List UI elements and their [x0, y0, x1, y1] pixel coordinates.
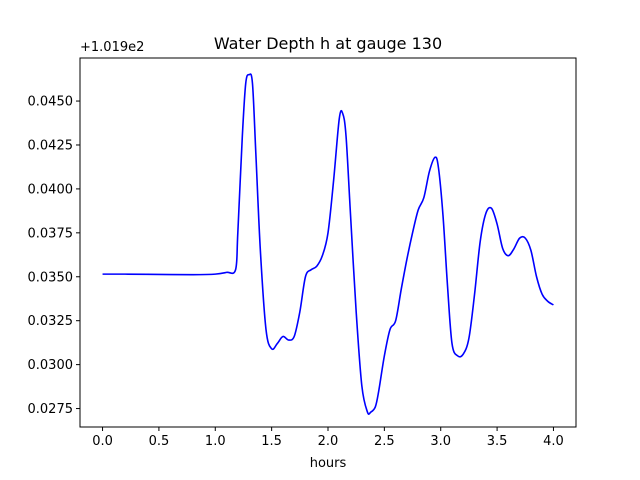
x-axis-label: hours — [310, 456, 347, 471]
x-tick-label: 0.5 — [149, 434, 170, 449]
y-tick-label: 0.0300 — [28, 358, 74, 373]
y-tick-label: 0.0450 — [28, 95, 74, 110]
x-tick-label: 2.5 — [374, 434, 395, 449]
chart-title: Water Depth h at gauge 130 — [214, 34, 442, 53]
y-tick-label: 0.0350 — [28, 270, 74, 285]
x-tick-label: 0.0 — [92, 434, 113, 449]
y-tick-label: 0.0275 — [28, 402, 74, 417]
y-tick-label: 0.0400 — [28, 182, 74, 197]
y-tick-label: 0.0375 — [28, 226, 74, 241]
y-tick-label: 0.0425 — [28, 138, 74, 153]
x-tick-label: 3.5 — [487, 434, 508, 449]
data-series-line — [102, 73, 554, 416]
x-ticks: 0.0 0.5 1.0 1.5 2.0 2.5 3.0 3.5 4.0 — [92, 427, 564, 449]
x-tick-label: 2.0 — [318, 434, 339, 449]
y-ticks: 0.0275 0.0300 0.0325 0.0350 0.0375 0.0400 0.04… — [28, 95, 80, 417]
x-tick-label: 3.0 — [430, 434, 451, 449]
y-tick-label: 0.0325 — [28, 314, 74, 329]
x-tick-label: 1.0 — [205, 434, 226, 449]
x-tick-label: 4.0 — [543, 434, 564, 449]
x-tick-label: 1.5 — [261, 434, 282, 449]
y-offset-label: +1.019e2 — [80, 40, 144, 55]
